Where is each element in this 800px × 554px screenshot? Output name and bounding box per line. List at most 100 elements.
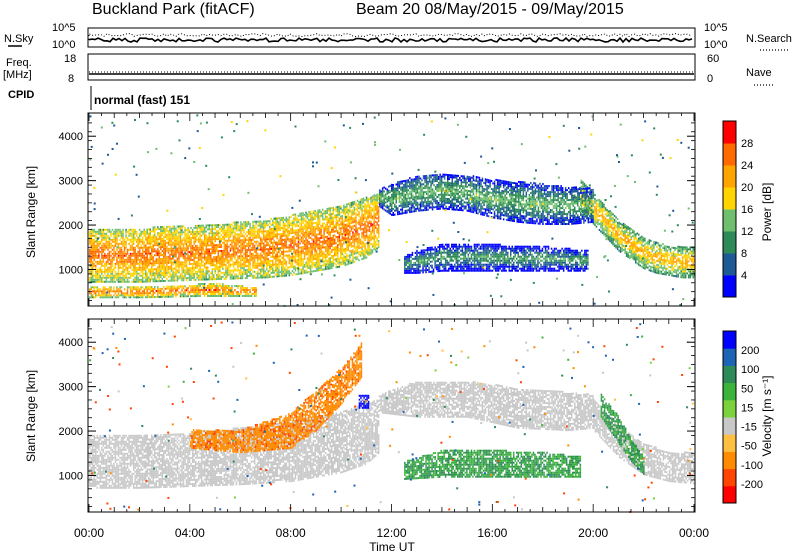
data-cell xyxy=(211,262,213,265)
data-cell xyxy=(113,246,115,249)
data-cell xyxy=(229,227,232,230)
data-cell xyxy=(595,199,598,202)
data-cell xyxy=(226,239,229,242)
data-cell xyxy=(337,240,339,242)
data-cell xyxy=(311,256,313,259)
data-cell xyxy=(308,227,310,229)
data-cell xyxy=(243,253,245,256)
data-cell xyxy=(247,243,250,245)
data-cell xyxy=(199,238,201,241)
data-cell xyxy=(639,256,641,259)
data-cell xyxy=(116,272,118,275)
data-cell xyxy=(349,256,351,259)
data-cell xyxy=(179,277,182,280)
data-cell xyxy=(370,238,372,241)
data-cell xyxy=(151,238,153,241)
data-cell xyxy=(341,215,344,218)
data-cell xyxy=(152,228,154,231)
data-cell xyxy=(287,222,289,225)
data-cell xyxy=(632,255,634,258)
data-cell xyxy=(132,258,135,261)
data-cell xyxy=(96,248,99,251)
data-cell xyxy=(93,254,95,257)
data-cell xyxy=(279,219,282,222)
data-cell xyxy=(223,233,226,236)
data-cell xyxy=(615,238,617,241)
data-cell xyxy=(96,278,99,281)
data-cell xyxy=(98,260,100,263)
data-cell xyxy=(323,230,325,233)
data-cell xyxy=(232,227,235,230)
data-cell xyxy=(222,223,224,226)
data-cell xyxy=(98,268,100,271)
data-cell xyxy=(281,219,283,221)
data-cell xyxy=(377,198,380,201)
data-cell xyxy=(315,269,318,272)
data-cell xyxy=(618,245,620,248)
data-cell xyxy=(311,222,313,225)
data-cell xyxy=(595,207,598,210)
data-cell xyxy=(96,254,99,257)
data-cell xyxy=(362,251,365,254)
data-cell xyxy=(356,207,359,210)
data-cell xyxy=(193,260,195,263)
data-cell xyxy=(276,219,278,222)
data-cell xyxy=(152,262,154,265)
data-cell xyxy=(601,224,604,227)
data-cell xyxy=(95,260,97,263)
data-cell xyxy=(225,269,227,272)
data-cell xyxy=(272,237,274,240)
data-cell xyxy=(132,248,135,251)
data-cell xyxy=(638,233,640,236)
data-cell xyxy=(108,246,111,249)
data-cell xyxy=(324,230,327,233)
data-cell xyxy=(161,268,164,270)
data-cell xyxy=(630,252,632,255)
data-cell xyxy=(262,276,265,279)
data-cell xyxy=(166,263,168,266)
data-cell xyxy=(638,263,640,266)
data-cell xyxy=(609,216,611,219)
data-cell xyxy=(253,230,256,233)
data-cell xyxy=(374,246,377,249)
data-cell xyxy=(639,236,641,239)
data-cell xyxy=(276,237,278,240)
data-cell xyxy=(326,255,328,258)
data-cell xyxy=(350,217,353,220)
data-cell xyxy=(247,267,250,269)
data-cell xyxy=(101,236,103,239)
data-cell xyxy=(122,276,124,279)
data-cell xyxy=(346,229,348,232)
data-cell xyxy=(350,227,353,230)
data-cell xyxy=(99,228,102,231)
data-cell xyxy=(110,262,112,265)
data-cell xyxy=(305,225,307,228)
data-cell xyxy=(255,226,257,229)
data-cell xyxy=(210,238,212,241)
data-cell xyxy=(146,248,148,251)
data-cell xyxy=(267,262,269,265)
data-cell xyxy=(294,251,297,254)
data-cell xyxy=(294,237,297,240)
data-cell xyxy=(609,234,611,237)
data-cell xyxy=(158,236,161,239)
data-cell xyxy=(222,265,224,268)
data-cell xyxy=(234,263,236,266)
data-cell xyxy=(343,248,345,251)
data-cell xyxy=(102,242,105,245)
data-cell xyxy=(166,273,168,276)
data-cell xyxy=(285,262,288,265)
data-cell xyxy=(320,226,322,229)
data-cell xyxy=(299,256,301,259)
data-cell xyxy=(368,220,371,223)
data-cell xyxy=(205,262,207,265)
data-cell xyxy=(606,222,608,225)
data-cell xyxy=(134,236,136,239)
data-cell xyxy=(259,242,262,245)
data-cell xyxy=(259,252,262,255)
data-cell xyxy=(119,250,121,253)
data-cell xyxy=(615,226,617,229)
data-cell xyxy=(191,233,194,235)
data-cell xyxy=(238,239,241,242)
data-cell xyxy=(346,233,348,236)
